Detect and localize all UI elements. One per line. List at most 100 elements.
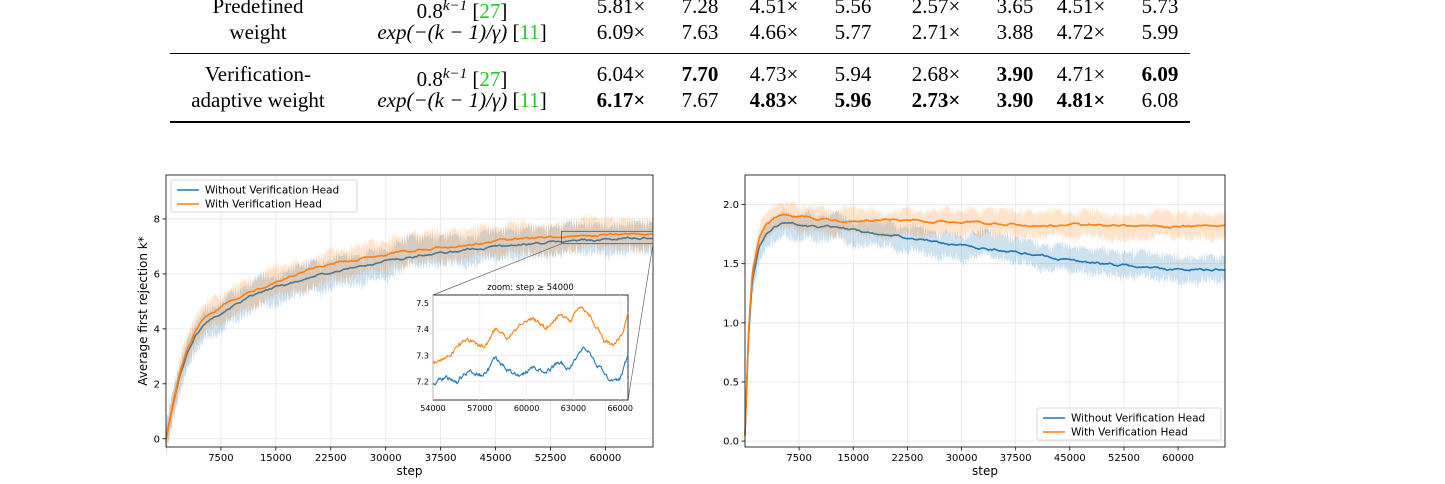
inset-y-tick-label: 7.2 [416, 378, 429, 387]
x-tick-label: 52500 [1108, 453, 1140, 464]
x-tick-label: 37500 [1000, 453, 1032, 464]
legend-box [170, 179, 358, 213]
table-cell: 6.04× [596, 62, 646, 86]
method-formula: exp(−(k − 1)/γ) [377, 88, 508, 112]
citation-link[interactable]: 11 [519, 20, 540, 44]
x-tick-label: 22500 [315, 453, 347, 464]
x-tick-label: 30000 [370, 453, 402, 464]
y-tick-label: 0.5 [723, 377, 739, 388]
x-tick-label: 60000 [589, 453, 621, 464]
chart-first-rejection: 7500 15000 22500 30000 37500 45000 52500 60000 0… [136, 174, 654, 478]
x-tick-label: 15000 [837, 453, 869, 464]
inset-x-tick-label: 60000 [514, 404, 539, 413]
table-cell: 2.73× [911, 88, 961, 112]
inset-frame [432, 294, 629, 401]
y-tick-label: 1.0 [723, 318, 739, 329]
table-group-label: Predefined [212, 0, 304, 18]
citation-link[interactable]: 11 [519, 88, 540, 112]
table-cell: 5.94 [834, 62, 872, 86]
table-cell: 5.56 [834, 0, 872, 18]
x-tick-label: 7500 [208, 453, 233, 464]
x-axis-label: step [397, 464, 423, 478]
plot-frame [165, 174, 654, 448]
table-cell: 5.73 [1141, 0, 1179, 18]
table-cell: 4.73× [749, 62, 799, 86]
inset-series-line [432, 346, 629, 386]
y-axis-label: Average first rejection k* [136, 236, 150, 385]
legend-entry: Without Verification Head [1071, 413, 1205, 425]
table-group-label: weight [229, 20, 287, 44]
legend-entry: With Verification Head [205, 199, 322, 211]
x-tick-label: 60000 [1162, 453, 1194, 464]
table-cell: 4.71× [1056, 62, 1106, 86]
table-cell: 2.68× [911, 62, 961, 86]
table-cell: 3.88 [996, 20, 1034, 44]
y-tick-label: 0 [154, 434, 160, 445]
legend-entry: Without Verification Head [205, 185, 339, 197]
inset-x-tick-label: 66000 [607, 404, 632, 413]
x-tick-label: 30000 [946, 453, 978, 464]
x-tick-label: 7500 [786, 453, 811, 464]
legend-entry: With Verification Head [1071, 427, 1188, 439]
table-cell: 7.70 [681, 62, 719, 86]
cite-close: ] [539, 20, 547, 44]
table-cell: 7.67 [681, 88, 719, 112]
cite-open: [ [467, 0, 480, 23]
x-tick-label: 22500 [891, 453, 923, 464]
results-table: Predefined weight 0.8k−1 [27] 5.81× 7.28 4.51… [0, 0, 1445, 130]
table-cell: 2.57× [911, 0, 961, 18]
y-tick-label: 2 [154, 379, 160, 390]
table-cell: 4.72× [1056, 20, 1106, 44]
inset-series-line [432, 306, 629, 365]
legend-box [1036, 407, 1222, 441]
series-band-0 [745, 206, 1225, 453]
method-formula: exp(−(k − 1)/γ) [377, 20, 508, 44]
method-exponent: k−1 [442, 66, 468, 82]
x-tick-label: 15000 [260, 453, 292, 464]
chart-post-rejection-tokens: 7500 15000 22500 30000 37500 45000 52500 60000 0… [723, 174, 1226, 478]
table-method-label: 0.8k−1 [27] [417, 0, 508, 23]
table-cell: 7.63 [681, 20, 719, 44]
table-cell: 3.90 [996, 88, 1034, 112]
table-group-label: adaptive weight [191, 88, 325, 112]
cite-open: [ [507, 20, 520, 44]
citation-link[interactable]: 27 [479, 67, 501, 91]
table-cell: 3.90 [996, 62, 1034, 86]
series-band-1 [745, 198, 1225, 453]
table-cell: 5.81× [596, 0, 646, 18]
series-line-1 [744, 213, 1226, 436]
inset-x-tick-label: 63000 [561, 404, 586, 413]
table-cell: 4.81× [1056, 88, 1106, 112]
cite-open: [ [467, 67, 480, 91]
method-base: 0.8 [416, 67, 443, 91]
inset-y-tick-label: 7.4 [416, 325, 429, 334]
cite-open: [ [507, 88, 520, 112]
series-line-0 [744, 221, 1226, 436]
zoom-connector [432, 243, 562, 296]
method-exponent: k−1 [442, 0, 468, 14]
x-tick-label: 52500 [535, 453, 567, 464]
citation-link[interactable]: 27 [479, 0, 501, 23]
table-cell: 5.77 [834, 20, 872, 44]
x-tick-label: 45000 [1054, 453, 1086, 464]
table-cell: 6.08 [1141, 88, 1179, 112]
inset-y-tick-label: 7.3 [416, 351, 429, 360]
inset-title: zoom: step ≥ 54000 [487, 283, 574, 293]
inset-x-tick-label: 57000 [467, 404, 492, 413]
table-midrule [170, 53, 1190, 54]
y-tick-label: 0.0 [723, 437, 739, 448]
table-cell: 4.83× [749, 88, 799, 112]
x-tick-label: 37500 [425, 453, 457, 464]
inset-y-tick-label: 7.5 [416, 299, 429, 308]
table-cell: 4.51× [749, 0, 799, 18]
method-base: 0.8 [416, 0, 443, 23]
cite-close: ] [539, 88, 547, 112]
table-cell: 6.09× [596, 20, 646, 44]
inset-x-tick-label: 54000 [420, 404, 445, 413]
y-tick-label: 1.5 [723, 259, 739, 270]
table-cell: 5.96 [834, 88, 872, 112]
series-band-1 [166, 212, 653, 459]
table-group-label: Verification- [204, 62, 312, 86]
table-cell: 6.09 [1141, 62, 1179, 86]
table-method-label: exp(−(k − 1)/γ) [11] [377, 20, 546, 44]
